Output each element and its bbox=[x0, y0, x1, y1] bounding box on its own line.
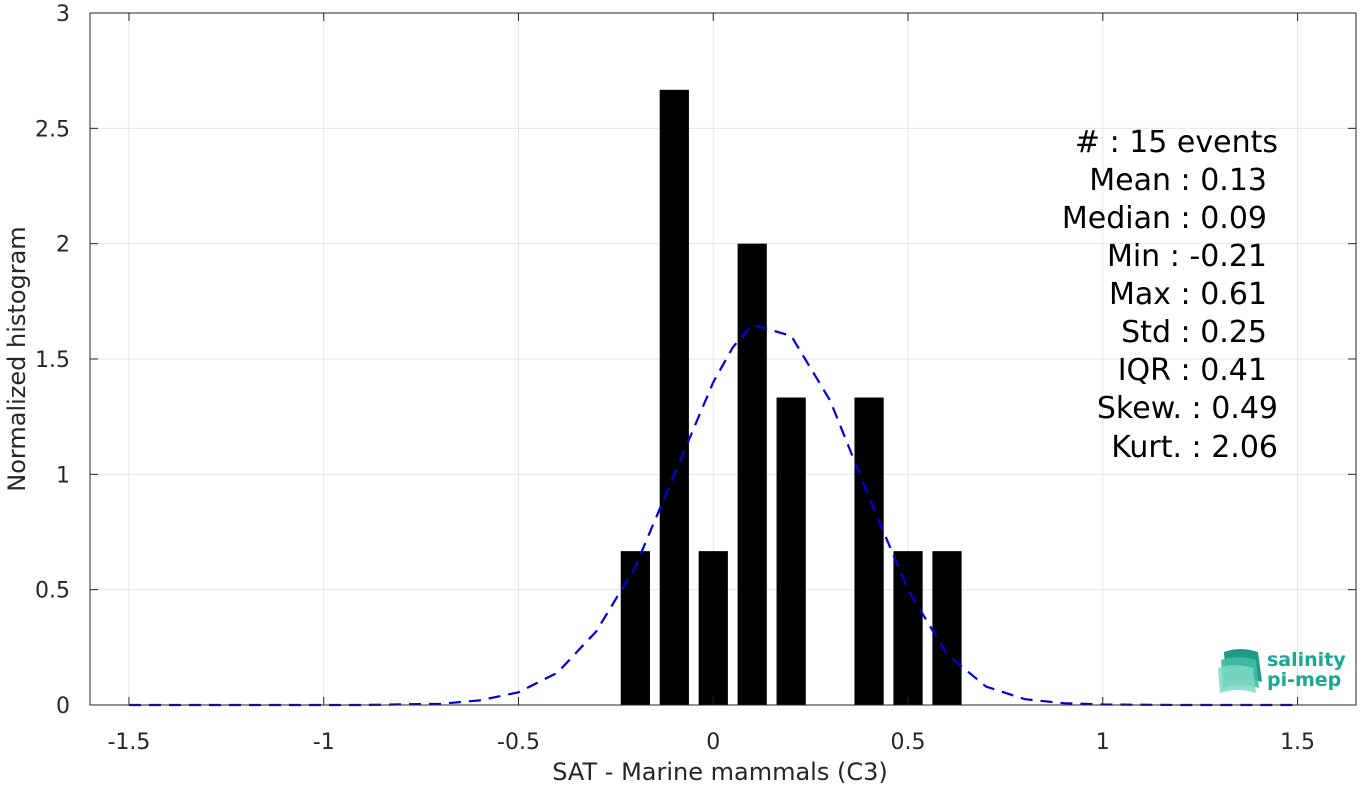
y-tick-label-1: 0.5 bbox=[35, 579, 70, 604]
bar-5 bbox=[854, 397, 884, 705]
x-tick-labels: -1.5 -1 -0.5 0 0.5 1 1.5 bbox=[107, 730, 1315, 755]
y-tick-label-4: 2 bbox=[56, 233, 70, 258]
axis-ticks bbox=[90, 12, 1356, 706]
stat-mean: Mean : 0.13 bbox=[1089, 163, 1267, 198]
x-tick-label-0: -1.5 bbox=[107, 730, 150, 755]
x-axis-label: SAT - Marine mammals (C3) bbox=[552, 758, 887, 785]
x-tick-label-1: -1 bbox=[313, 730, 335, 755]
stat-count: # : 15 events bbox=[1075, 125, 1278, 160]
x-tick-label-3: 0 bbox=[706, 730, 720, 755]
x-tick-label-2: -0.5 bbox=[497, 730, 540, 755]
bar-7 bbox=[932, 551, 962, 705]
bar-1 bbox=[659, 89, 689, 705]
y-tick-label-0: 0 bbox=[56, 694, 70, 719]
stat-median: Median : 0.09 bbox=[1062, 201, 1267, 236]
x-tick-label-5: 1 bbox=[1096, 730, 1110, 755]
y-tick-label-5: 2.5 bbox=[35, 117, 70, 142]
bar-6 bbox=[893, 551, 923, 705]
bar-3 bbox=[737, 243, 767, 705]
stat-std: Std : 0.25 bbox=[1121, 315, 1267, 350]
stat-max: Max : 0.61 bbox=[1109, 277, 1267, 312]
y-tick-label-3: 1.5 bbox=[35, 348, 70, 373]
y-tick-label-2: 1 bbox=[56, 463, 70, 488]
logo-waves-icon bbox=[1218, 649, 1262, 693]
bar-2 bbox=[698, 551, 728, 705]
x-tick-label-6: 1.5 bbox=[1280, 730, 1315, 755]
normal-fit-curve bbox=[129, 323, 1298, 707]
y-axis-label: Normalized histogram bbox=[3, 226, 31, 491]
bar-4 bbox=[776, 397, 806, 705]
x-tick-label-4: 0.5 bbox=[891, 730, 926, 755]
stat-min: Min : -0.21 bbox=[1107, 239, 1267, 274]
bar-0 bbox=[620, 551, 650, 705]
y-tick-labels: 0 0.5 1 1.5 2 2.5 3 bbox=[35, 2, 70, 719]
stat-kurt: Kurt. : 2.06 bbox=[1111, 430, 1278, 465]
stats-annotation: # : 15 events Mean : 0.13 Median : 0.09 … bbox=[1062, 125, 1278, 465]
logo-text-line2: pi-mep bbox=[1267, 669, 1341, 691]
salinity-pi-mep-logo: salinity pi-mep bbox=[1218, 649, 1346, 693]
histogram-bars bbox=[620, 89, 962, 705]
logo-text-line1: salinity bbox=[1267, 649, 1346, 671]
y-tick-label-6: 3 bbox=[56, 2, 70, 27]
stat-iqr: IQR : 0.41 bbox=[1118, 353, 1267, 388]
stat-skew: Skew. : 0.49 bbox=[1097, 391, 1278, 426]
